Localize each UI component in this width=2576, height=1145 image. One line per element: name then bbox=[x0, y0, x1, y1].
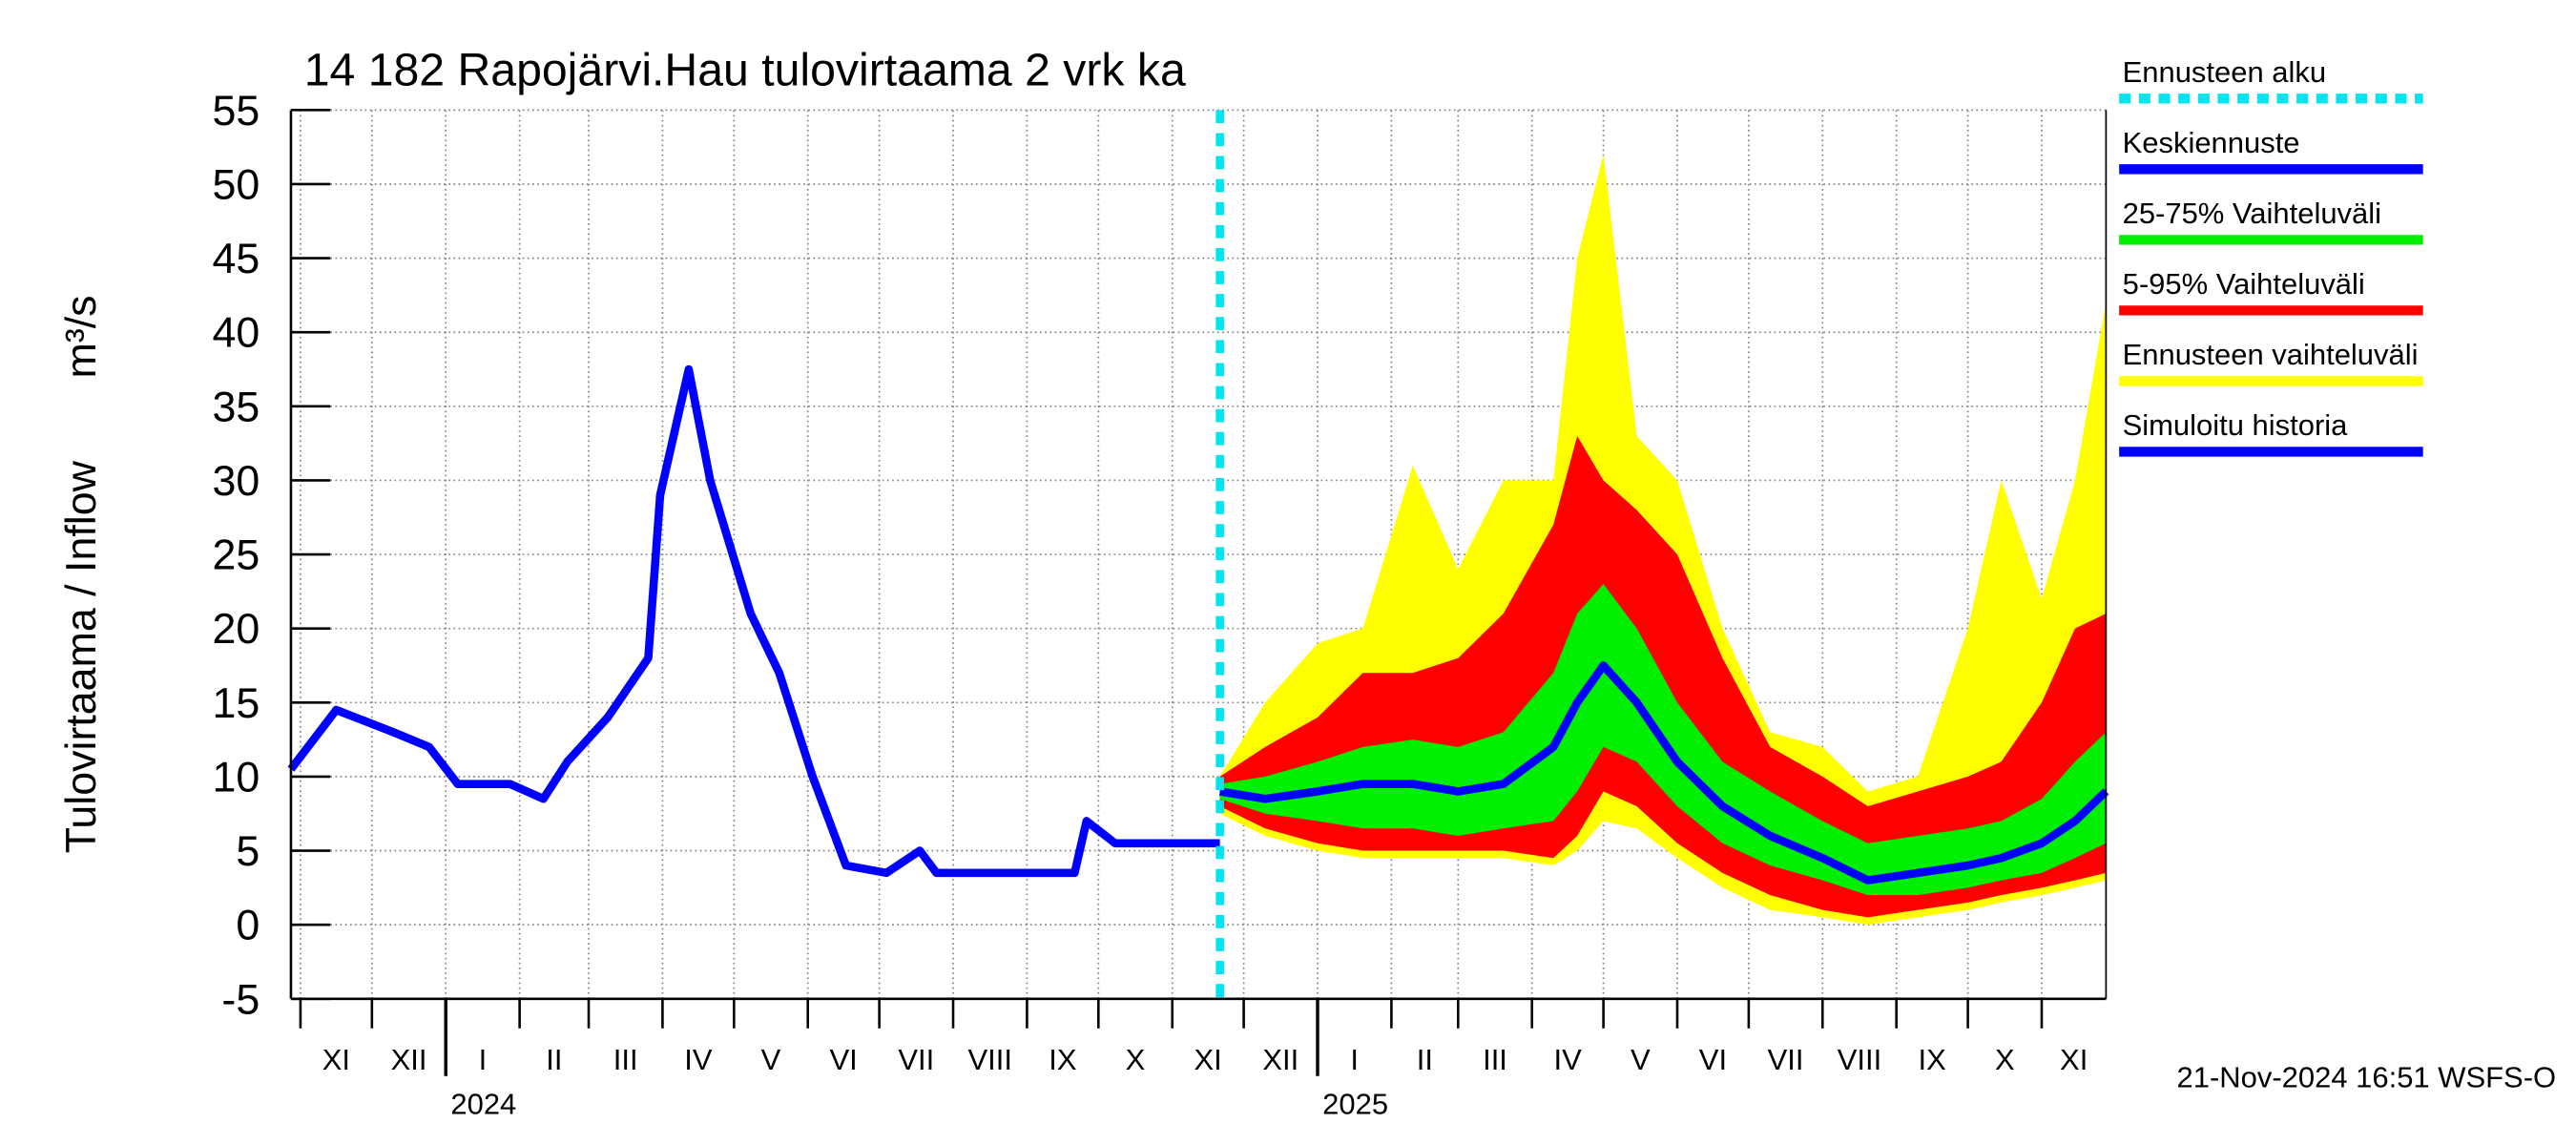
y-tick-label: 30 bbox=[212, 457, 260, 505]
footer: 21-Nov-2024 16:51 WSFS-O bbox=[2177, 1061, 2557, 1094]
y-tick-label: -5 bbox=[221, 975, 260, 1023]
x-tick-label: XI bbox=[1195, 1043, 1222, 1076]
x-tick-label: XI bbox=[2060, 1043, 2088, 1076]
x-tick-label: IV bbox=[684, 1043, 713, 1076]
x-tick-label: V bbox=[761, 1043, 781, 1076]
x-tick-label: II bbox=[1417, 1043, 1433, 1076]
x-tick-label: VIII bbox=[1838, 1043, 1881, 1076]
y-tick-label: 5 bbox=[236, 827, 260, 875]
y-tick-label: 0 bbox=[236, 902, 260, 949]
x-tick-label: VIII bbox=[967, 1043, 1011, 1076]
legend-label: 25-75% Vaihteluväli bbox=[2123, 197, 2381, 230]
x-tick-label: VII bbox=[1768, 1043, 1804, 1076]
year-label: 2025 bbox=[1322, 1087, 1388, 1120]
x-tick-label: IX bbox=[1049, 1043, 1076, 1076]
y-tick-label: 50 bbox=[212, 160, 260, 208]
y-tick-label: 35 bbox=[212, 383, 260, 430]
x-tick-label: IX bbox=[1919, 1043, 1946, 1076]
x-tick-label: XII bbox=[391, 1043, 427, 1076]
y-tick-label: 15 bbox=[212, 679, 260, 727]
x-tick-label: VI bbox=[1699, 1043, 1727, 1076]
x-tick-label: III bbox=[1483, 1043, 1507, 1076]
x-tick-label: II bbox=[546, 1043, 562, 1076]
x-tick-label: III bbox=[613, 1043, 638, 1076]
y-tick-label: 20 bbox=[212, 605, 260, 653]
legend-label: Keskiennuste bbox=[2123, 126, 2300, 159]
x-tick-label: VII bbox=[898, 1043, 934, 1076]
x-tick-label: I bbox=[1350, 1043, 1359, 1076]
x-tick-label: X bbox=[1995, 1043, 2015, 1076]
chart-title: 14 182 Rapojärvi.Hau tulovirtaama 2 vrk … bbox=[304, 45, 1186, 96]
x-tick-label: V bbox=[1631, 1043, 1651, 1076]
x-tick-label: IV bbox=[1554, 1043, 1583, 1076]
legend-label: Simuloitu historia bbox=[2123, 408, 2349, 442]
y-axis-label: Tulovirtaama / Inflow bbox=[57, 460, 105, 853]
y-tick-label: 40 bbox=[212, 309, 260, 357]
legend-label: Ennusteen vaihteluväli bbox=[2123, 338, 2419, 371]
legend-label: Ennusteen alku bbox=[2123, 55, 2327, 89]
x-tick-label: VI bbox=[830, 1043, 858, 1076]
y-tick-label: 10 bbox=[212, 753, 260, 801]
legend-label: 5-95% Vaihteluväli bbox=[2123, 267, 2365, 301]
year-label: 2024 bbox=[450, 1087, 516, 1120]
y-axis-unit: m³/s bbox=[57, 295, 105, 378]
y-tick-label: 45 bbox=[212, 235, 260, 282]
y-tick-label: 55 bbox=[212, 87, 260, 135]
history-line bbox=[287, 364, 1220, 878]
x-tick-label: I bbox=[479, 1043, 488, 1076]
median-line bbox=[1218, 661, 2109, 885]
x-tick-label: XII bbox=[1262, 1043, 1298, 1076]
x-tick-label: X bbox=[1126, 1043, 1146, 1076]
y-tick-label: 25 bbox=[212, 531, 260, 579]
x-tick-label: XI bbox=[322, 1043, 350, 1076]
